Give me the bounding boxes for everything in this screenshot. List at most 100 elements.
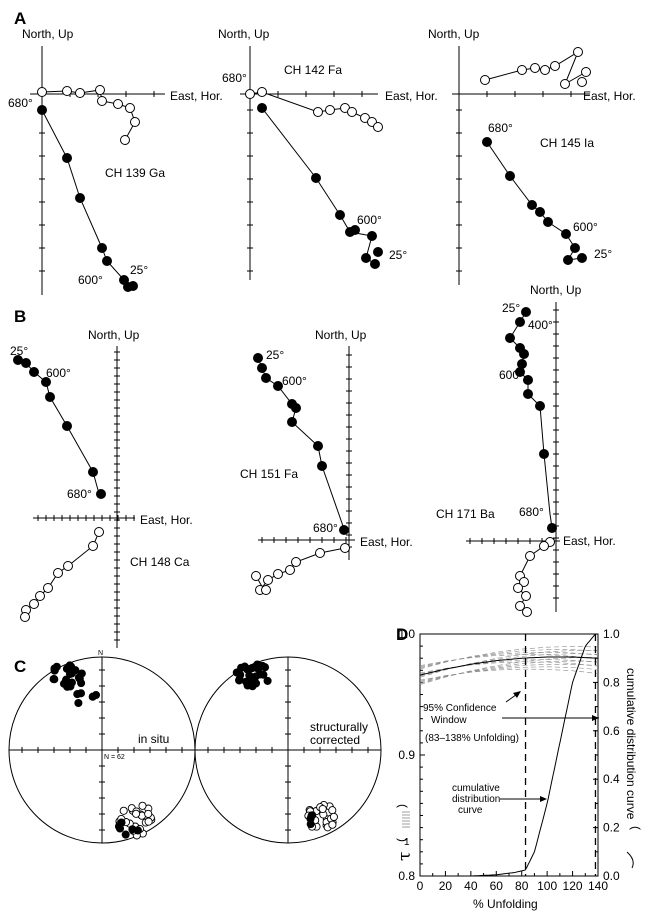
bootstrap-curve — [419, 651, 599, 668]
bootstrap-curve — [419, 660, 599, 684]
axis-label-east: East, Hor. — [385, 89, 438, 103]
confidence-window-label: 95% Confidence — [423, 703, 497, 714]
axis-label-north: North, Up — [88, 328, 140, 342]
pole-point — [318, 804, 327, 814]
bootstrap-curve — [419, 668, 599, 681]
step-label: 25° — [502, 301, 520, 315]
y-right-tick-label: 0.8 — [603, 675, 620, 689]
step-label: 600° — [78, 273, 103, 287]
pole-point — [132, 809, 141, 818]
north-label: N — [98, 650, 103, 657]
step-label: 25° — [266, 348, 284, 362]
step-label: 25° — [10, 344, 28, 358]
tau-subscript: 1 — [404, 837, 410, 848]
bootstrap-curve — [419, 646, 599, 670]
pole-point — [243, 665, 252, 674]
y-right-tick-label: 1.0 — [603, 627, 620, 641]
count-label: N = 62 — [104, 754, 125, 761]
left-axis-paren-close: ) — [396, 838, 410, 842]
in-situ-label: in situ — [138, 732, 169, 746]
bootstrap-curve — [419, 654, 599, 666]
pole-point — [306, 820, 315, 829]
sample-label: CH 171 Ba — [436, 507, 495, 521]
x-tick-label: 40 — [464, 879, 478, 893]
bootstrap-curve — [419, 659, 599, 675]
zijderveld-plot-ch139ga: North, Up East, Hor. 680° 600° 25° CH 13… — [8, 27, 223, 295]
step-label: 600° — [573, 220, 598, 234]
pole-point — [50, 675, 59, 684]
step-label: 680° — [8, 96, 33, 110]
y-left-tick-label: 1.0 — [398, 627, 415, 641]
pole-point — [91, 690, 101, 700]
left-axis-paren-open: ( — [396, 804, 410, 808]
sample-label: CH 142 Fa — [284, 63, 342, 77]
confidence-window-label-2: Window — [431, 715, 467, 726]
y-right-tick-label: 0.0 — [603, 869, 620, 883]
cdf-label-3: curve — [458, 805, 483, 816]
cdf-label-2: distribution — [452, 794, 500, 805]
structurally-label: structurally — [310, 720, 368, 734]
zijderveld-plot-ch148ca: North, Up East, Hor. 25° 600° 680° CH 14… — [10, 328, 193, 648]
right-axis-label: cumulative distribution curve — [624, 668, 638, 820]
pole-point — [255, 670, 265, 679]
step-label: 25° — [389, 248, 407, 262]
axis-label-north: North, Up — [218, 27, 270, 41]
pole-point — [255, 662, 264, 671]
x-tick-label: 80 — [515, 879, 529, 893]
step-label: 600° — [499, 368, 524, 382]
stereonet-structurally-corrected: structurally corrected — [194, 656, 382, 844]
pole-point — [71, 666, 80, 675]
pole-point — [138, 801, 147, 810]
bootstrap-curve — [419, 664, 599, 683]
pole-point — [133, 826, 142, 835]
axis-label-east: East, Hor. — [583, 89, 636, 103]
axis-label-north: North, Up — [530, 283, 582, 297]
panel-letter-d: D — [396, 625, 408, 644]
x-tick-label: 140 — [588, 879, 608, 893]
step-label: 680° — [313, 521, 338, 535]
y-right-tick-label: 0.2 — [603, 821, 620, 835]
axis-label-north: North, Up — [315, 328, 367, 342]
y-left-tick-label: 0.8 — [398, 869, 415, 883]
x-tick-label: 60 — [490, 879, 504, 893]
pole-point — [144, 809, 153, 818]
bootstrap-curve — [419, 657, 598, 685]
stereonet-in-situ: N N = 62 in situ — [8, 650, 196, 844]
x-tick-label: 120 — [563, 879, 583, 893]
pole-point — [76, 689, 86, 698]
pole-point — [50, 666, 59, 675]
zijderveld-plot-ch151fa: North, Up East, Hor. 25° 600° 680° CH 15… — [240, 328, 413, 595]
x-axis-label: % Unfolding — [473, 897, 538, 911]
sample-label: CH 145 Ia — [540, 136, 594, 150]
pole-point — [328, 806, 337, 815]
step-label: 680° — [519, 505, 544, 519]
step-label: 600° — [46, 366, 71, 380]
bootstrap-curve — [419, 666, 599, 682]
axis-label-north: North, Up — [22, 27, 74, 41]
zijderveld-plot-ch145ia: North, Up East, Hor. 680° 600° 25° CH 14… — [428, 27, 636, 285]
y-left-tick-label: 0.9 — [398, 748, 415, 762]
bootstrap-curve — [419, 661, 599, 674]
zijderveld-plot-ch142fa: North, Up East, Hor. 680° 600° 25° CH 14… — [218, 27, 438, 280]
pole-point — [242, 677, 251, 686]
mean-tau-curve — [419, 656, 599, 676]
tau-symbol: τ — [395, 852, 415, 861]
pole-point — [328, 820, 337, 829]
pole-point — [121, 830, 130, 839]
axis-label-east: East, Hor. — [360, 535, 413, 549]
sample-label: CH 151 Fa — [240, 467, 298, 481]
step-label: 680° — [222, 71, 247, 85]
panel-letter-b: B — [14, 307, 26, 326]
cumulative-distribution-curve — [420, 633, 597, 877]
step-label: 680° — [67, 487, 92, 501]
step-label: 25° — [594, 247, 612, 261]
x-tick-label: 20 — [439, 879, 453, 893]
bootstrap-curve — [419, 649, 599, 669]
cdf-label: cumulative — [452, 783, 500, 794]
pole-point — [63, 682, 72, 691]
bootstrap-curve — [419, 653, 599, 677]
sample-label: CH 148 Ca — [130, 555, 190, 569]
pole-point — [232, 668, 241, 677]
y-right-tick-label: 0.6 — [603, 724, 620, 738]
